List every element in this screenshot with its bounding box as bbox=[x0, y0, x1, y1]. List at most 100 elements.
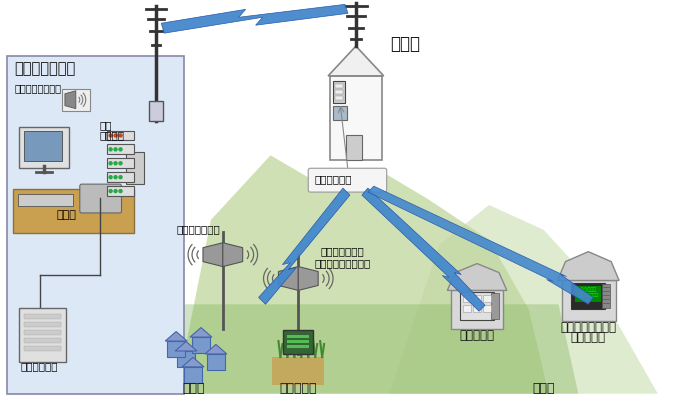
Bar bbox=[106, 158, 134, 168]
Polygon shape bbox=[368, 186, 593, 304]
FancyBboxPatch shape bbox=[308, 168, 387, 192]
Bar bbox=[24, 131, 62, 161]
Bar bbox=[333, 81, 345, 103]
Circle shape bbox=[114, 134, 117, 137]
Polygon shape bbox=[298, 266, 318, 290]
Bar bbox=[106, 131, 134, 140]
Bar bbox=[463, 305, 471, 312]
FancyBboxPatch shape bbox=[80, 184, 121, 213]
Bar bbox=[330, 76, 381, 160]
FancyBboxPatch shape bbox=[451, 290, 503, 329]
Text: 住宅等: 住宅等 bbox=[532, 382, 555, 395]
Circle shape bbox=[119, 162, 122, 165]
Bar bbox=[287, 335, 309, 338]
Bar bbox=[126, 152, 144, 184]
Bar bbox=[576, 286, 601, 302]
Bar bbox=[287, 340, 309, 343]
FancyBboxPatch shape bbox=[19, 308, 67, 362]
Text: 遠隔制御装置: 遠隔制御装置 bbox=[20, 361, 58, 371]
Polygon shape bbox=[161, 4, 348, 33]
Bar bbox=[106, 186, 134, 196]
Bar bbox=[483, 305, 491, 312]
Bar bbox=[335, 84, 343, 88]
Bar bbox=[106, 144, 134, 154]
Polygon shape bbox=[165, 332, 187, 341]
Circle shape bbox=[114, 148, 117, 151]
Text: 庁舎内スピーカー: 庁舎内スピーカー bbox=[14, 83, 61, 93]
Text: ○○市役所: ○○市役所 bbox=[580, 287, 597, 293]
Polygon shape bbox=[205, 344, 227, 354]
FancyBboxPatch shape bbox=[283, 330, 314, 354]
Text: 確認してください: 確認してください bbox=[578, 293, 598, 297]
Text: 避難場所等: 避難場所等 bbox=[280, 382, 317, 395]
Bar bbox=[287, 345, 309, 348]
Bar bbox=[177, 351, 195, 367]
Polygon shape bbox=[362, 188, 485, 311]
Polygon shape bbox=[558, 252, 619, 280]
Circle shape bbox=[109, 162, 112, 165]
Bar bbox=[602, 284, 610, 308]
Circle shape bbox=[119, 148, 122, 151]
Text: 集落等: 集落等 bbox=[182, 382, 205, 395]
Text: 戸別受信機: 戸別受信機 bbox=[460, 329, 495, 342]
Polygon shape bbox=[223, 243, 243, 266]
Polygon shape bbox=[259, 188, 350, 304]
Text: 中継局: 中継局 bbox=[390, 35, 420, 53]
Circle shape bbox=[119, 134, 122, 137]
Text: 無線装置: 無線装置 bbox=[99, 131, 125, 140]
Bar bbox=[184, 367, 202, 383]
Text: 屋外スピーカー: 屋外スピーカー bbox=[176, 224, 220, 234]
FancyBboxPatch shape bbox=[272, 357, 324, 385]
FancyBboxPatch shape bbox=[13, 189, 134, 233]
Bar bbox=[335, 96, 343, 100]
Bar bbox=[491, 293, 499, 319]
Circle shape bbox=[109, 176, 112, 179]
Text: メッセージ表示付: メッセージ表示付 bbox=[560, 321, 616, 334]
Polygon shape bbox=[203, 243, 223, 266]
Text: 戸別受信機: 戸別受信機 bbox=[571, 331, 606, 344]
Polygon shape bbox=[182, 357, 204, 367]
Circle shape bbox=[119, 176, 122, 179]
Circle shape bbox=[109, 134, 112, 137]
Bar bbox=[473, 295, 481, 302]
Circle shape bbox=[114, 162, 117, 165]
Polygon shape bbox=[390, 205, 658, 394]
Bar bbox=[473, 305, 481, 312]
Polygon shape bbox=[328, 46, 383, 76]
Bar bbox=[106, 172, 134, 182]
Text: 中継無線装置: 中継無線装置 bbox=[314, 174, 352, 184]
Bar bbox=[463, 295, 471, 302]
Text: 親局: 親局 bbox=[99, 120, 113, 131]
Bar bbox=[24, 330, 61, 335]
Bar bbox=[207, 354, 225, 370]
Bar bbox=[19, 194, 73, 206]
FancyBboxPatch shape bbox=[8, 56, 184, 394]
Bar bbox=[167, 341, 185, 357]
FancyBboxPatch shape bbox=[460, 293, 494, 320]
Bar bbox=[24, 346, 61, 351]
Bar bbox=[192, 337, 210, 353]
Text: メッセージボード付: メッセージボード付 bbox=[314, 259, 370, 268]
Bar bbox=[346, 135, 362, 160]
Polygon shape bbox=[176, 155, 549, 394]
Text: 操作卓: 操作卓 bbox=[57, 210, 77, 220]
Bar bbox=[335, 90, 343, 94]
FancyBboxPatch shape bbox=[571, 284, 605, 309]
Bar bbox=[24, 314, 61, 319]
Bar bbox=[24, 338, 61, 343]
FancyBboxPatch shape bbox=[562, 280, 616, 321]
Circle shape bbox=[114, 176, 117, 179]
Circle shape bbox=[109, 190, 112, 193]
Text: 屋外スピーカー: 屋外スピーカー bbox=[320, 247, 364, 257]
Polygon shape bbox=[447, 264, 507, 290]
Circle shape bbox=[119, 190, 122, 193]
Polygon shape bbox=[172, 304, 578, 394]
Bar bbox=[62, 89, 90, 111]
Bar bbox=[150, 101, 163, 121]
Bar bbox=[333, 106, 347, 120]
Polygon shape bbox=[190, 328, 212, 337]
Text: 自治体（親局）: 自治体（親局） bbox=[14, 61, 75, 76]
Polygon shape bbox=[175, 341, 197, 351]
Circle shape bbox=[114, 190, 117, 193]
Polygon shape bbox=[279, 266, 298, 290]
